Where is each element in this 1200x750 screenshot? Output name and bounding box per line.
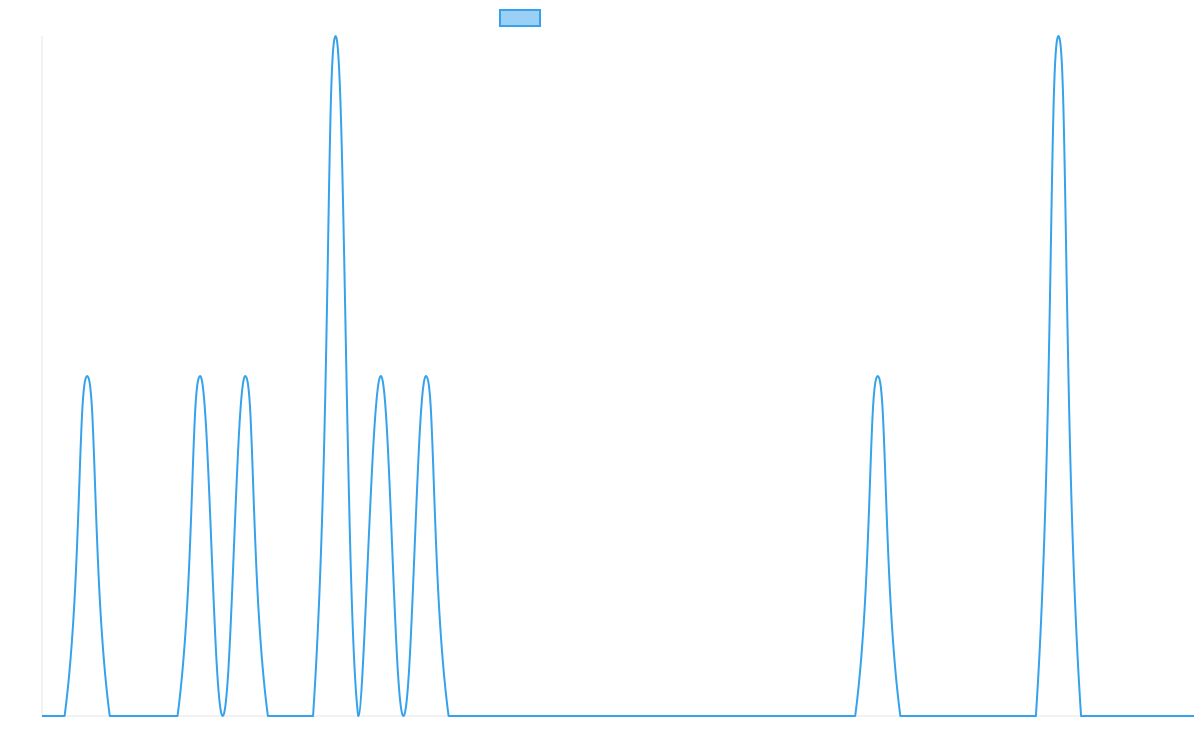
series-group: [42, 35, 1194, 717]
series-line-0: [42, 35, 1194, 717]
legend[interactable]: [499, 9, 541, 27]
legend-swatch[interactable]: [499, 9, 541, 27]
